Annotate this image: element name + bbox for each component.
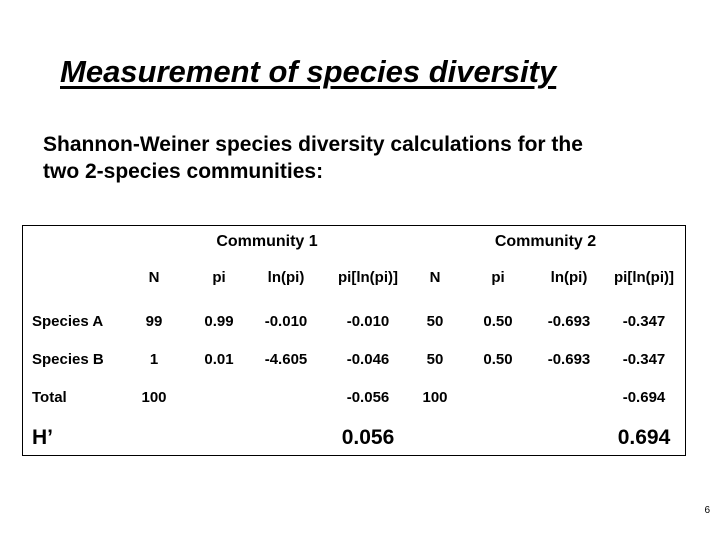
table-cell: -0.693: [547, 313, 591, 330]
slide-title: Measurement of species diversity: [60, 54, 557, 89]
table-cell: -4.605: [264, 351, 308, 368]
diversity-table: Community 1 Community 2 N pi ln(pi) pi[l…: [22, 225, 686, 456]
community-2-header: Community 2: [494, 233, 597, 250]
subtitle-line-1: Shannon-Weiner species diversity calcula…: [43, 133, 583, 156]
page-number: 6: [704, 505, 710, 516]
table-cell: 50: [426, 313, 444, 330]
table-cell: -0.046: [346, 351, 390, 368]
table-cell: -0.347: [622, 313, 666, 330]
col-header-pi-2: pi: [491, 269, 505, 286]
h-value-community-2: 0.694: [617, 426, 671, 449]
table-cell: 0.01: [204, 351, 234, 368]
table-cell: 99: [145, 313, 163, 330]
table-cell: -0.010: [346, 313, 390, 330]
table-cell: -0.347: [622, 351, 666, 368]
table-cell: -0.694: [622, 389, 666, 406]
table-cell: 0.99: [204, 313, 234, 330]
table-cell: -0.056: [346, 389, 390, 406]
table-cell: 0.50: [483, 313, 513, 330]
table-border-left: [22, 225, 23, 456]
table-border-top: [22, 225, 686, 226]
table-cell: -0.010: [264, 313, 308, 330]
row-label-species-b: Species B: [32, 351, 104, 368]
col-header-lnpi-2: ln(pi): [550, 269, 588, 286]
col-header-pi-1: pi: [212, 269, 226, 286]
col-header-n-2: N: [429, 269, 441, 286]
slide-subtitle: Shannon-Weiner species diversity calcula…: [43, 131, 683, 185]
table-cell: 50: [426, 351, 444, 368]
row-label-total: Total: [32, 389, 67, 406]
table-cell: 100: [422, 389, 448, 406]
col-header-pilnpi-2: pi[ln(pi)]: [614, 269, 674, 286]
h-value-community-1: 0.056: [341, 426, 395, 449]
subtitle-line-2: two 2-species communities:: [43, 160, 324, 183]
table-cell: 1: [149, 351, 159, 368]
row-label-species-a: Species A: [32, 313, 104, 330]
table-cell: -0.693: [547, 351, 591, 368]
community-1-header: Community 1: [216, 233, 318, 250]
col-header-n-1: N: [148, 269, 160, 286]
table-border-right: [685, 225, 686, 456]
table-border-bottom: [22, 455, 686, 456]
col-header-lnpi-1: ln(pi): [267, 269, 305, 286]
table-cell: 0.50: [483, 351, 513, 368]
col-header-pilnpi-1: pi[ln(pi)]: [338, 269, 398, 286]
row-label-h-prime: H’: [32, 426, 53, 449]
table-cell: 100: [141, 389, 167, 406]
